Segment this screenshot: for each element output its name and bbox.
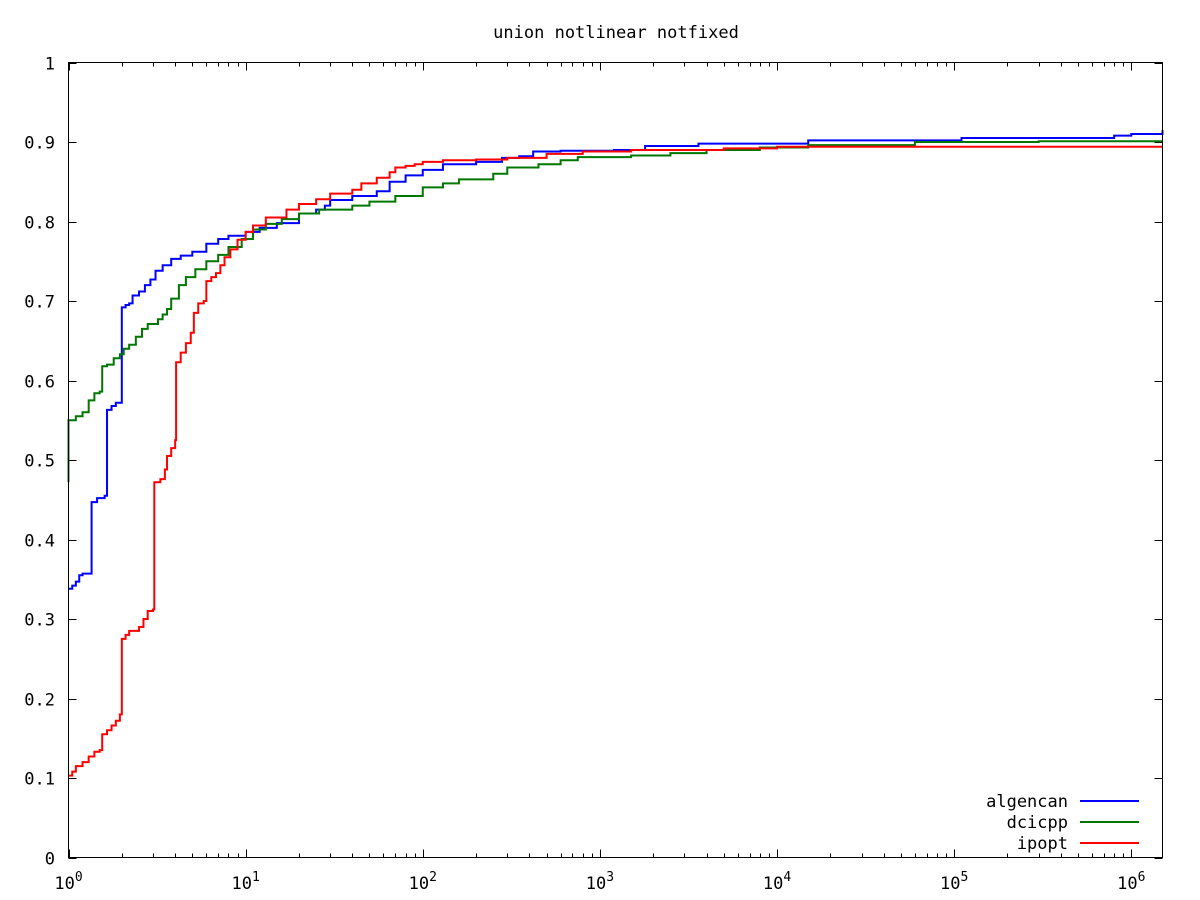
y-tick-label: 0.2 — [24, 691, 55, 711]
series-lines — [67, 130, 1164, 777]
x-tick-exponent: 4 — [783, 870, 791, 885]
y-axis-tick-labels: 0 0.1 0.2 0.3 0.4 0.5 0.6 0.7 0.8 0.9 1 — [24, 55, 55, 870]
chart-title: union notlinear notfixed — [493, 23, 739, 43]
series-line-algencan — [68, 130, 1164, 590]
x-tick-label: 106 — [1117, 870, 1145, 894]
x-tick-exponent: 2 — [429, 870, 437, 885]
y-tick-label: 0 — [45, 850, 55, 870]
x-tick-label: 101 — [231, 870, 259, 894]
axis-ticks — [68, 62, 1163, 859]
y-tick-label: 1 — [45, 55, 55, 75]
y-tick-label: 0.1 — [24, 770, 55, 790]
x-tick-label: 104 — [763, 870, 791, 894]
x-tick-base: 10 — [54, 874, 74, 894]
x-tick-base: 10 — [763, 874, 783, 894]
y-tick-label: 0.9 — [24, 134, 55, 154]
x-tick-base: 10 — [231, 874, 251, 894]
plot-frame — [68, 62, 1163, 858]
x-tick-base: 10 — [586, 874, 606, 894]
legend-label-algencan: algencan — [986, 792, 1068, 812]
y-tick-label: 0.6 — [24, 373, 55, 393]
x-tick-base: 10 — [409, 874, 429, 894]
x-axis-tick-labels: 100 101 102 103 104 105 106 — [54, 870, 1145, 894]
series-line-dcicpp — [67, 140, 1163, 483]
x-tick-label: 102 — [409, 870, 437, 894]
x-tick-base: 10 — [940, 874, 960, 894]
legend-label-ipopt: ipopt — [1017, 834, 1068, 854]
series-line-ipopt — [68, 145, 1163, 777]
x-tick-exponent: 5 — [961, 870, 969, 885]
x-tick-label: 105 — [940, 870, 968, 894]
y-tick-label: 0.7 — [24, 293, 55, 313]
y-tick-label: 0.4 — [24, 532, 55, 552]
x-tick-exponent: 0 — [75, 870, 83, 885]
y-tick-label: 0.3 — [24, 611, 55, 631]
y-tick-label: 0.5 — [24, 452, 55, 472]
x-tick-exponent: 3 — [606, 870, 614, 885]
x-tick-exponent: 1 — [252, 870, 260, 885]
legend-label-dcicpp: dcicpp — [1007, 813, 1068, 833]
x-tick-label: 100 — [54, 870, 82, 894]
x-tick-label: 103 — [586, 870, 614, 894]
x-tick-base: 10 — [1117, 874, 1137, 894]
x-tick-exponent: 6 — [1138, 870, 1146, 885]
y-tick-label: 0.8 — [24, 214, 55, 234]
